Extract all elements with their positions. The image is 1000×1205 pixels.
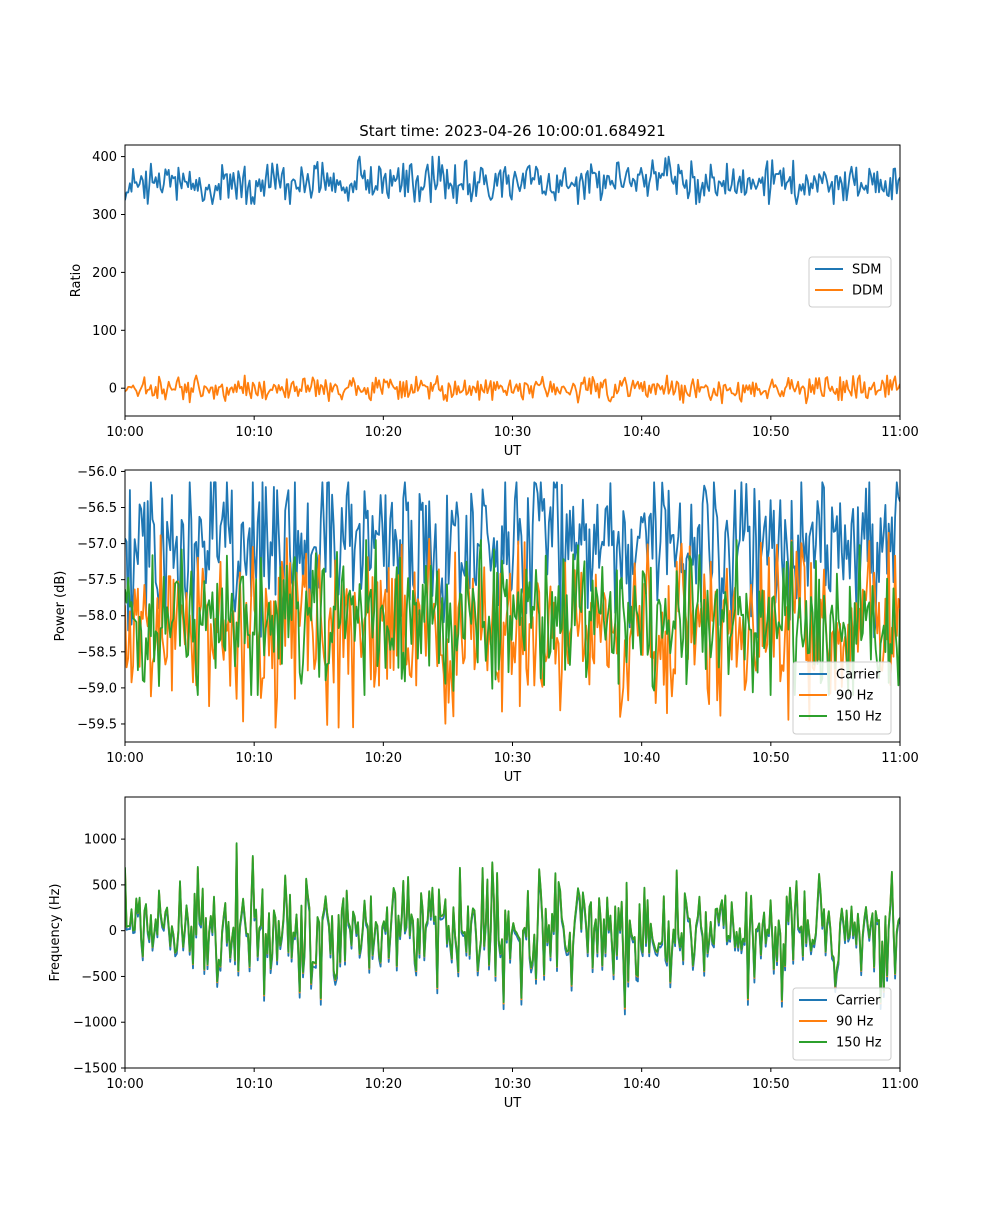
y-tick-label: 200	[92, 266, 117, 281]
x-tick-label: 10:00	[106, 1077, 143, 1092]
x-axis-label: UT	[504, 770, 522, 785]
x-tick-label: 10:40	[623, 751, 660, 766]
x-tick-label: 10:10	[235, 751, 272, 766]
y-tick-label: −59.5	[77, 717, 117, 732]
y-tick-label: −1500	[73, 1062, 117, 1077]
x-tick-label: 11:00	[881, 751, 918, 766]
x-tick-label: 10:10	[235, 1077, 272, 1092]
legend-label: DDM	[852, 284, 883, 299]
legend: Carrier 90 Hz 150 Hz	[792, 661, 892, 735]
x-tick-label: 10:00	[106, 425, 143, 440]
legend-label: 150 Hz	[836, 710, 882, 725]
series-line-carrier	[125, 481, 900, 639]
x-tick-label: 11:00	[881, 425, 918, 440]
legend-label: SDM	[852, 263, 881, 278]
y-tick-label: 300	[92, 208, 117, 223]
x-tick-label: 11:00	[881, 1077, 918, 1092]
y-tick-label: 400	[92, 150, 117, 165]
chart-panel-1: 10:00 10:10 10:20 10:30 10:40 10:50 11:00 0 100 2…	[69, 122, 919, 459]
y-tick-label: −58.0	[77, 609, 117, 624]
x-tick-label: 10:20	[365, 751, 402, 766]
legend-label: 90 Hz	[836, 689, 873, 704]
legend: Carrier 90 Hz 150 Hz	[792, 987, 892, 1061]
chart-panel-2: 10:00 10:10 10:20 10:30 10:40 10:50 11:00 −59.5…	[53, 465, 919, 785]
series-line-ddm	[125, 374, 900, 405]
y-tick-label: −56.5	[77, 501, 117, 516]
series-line-150-hz	[125, 842, 900, 1008]
y-tick-label: 500	[92, 878, 117, 893]
x-axis-label: UT	[504, 444, 522, 459]
x-tick-label: 10:40	[623, 425, 660, 440]
y-tick-label: 1000	[84, 833, 117, 848]
series-line-150-hz	[125, 539, 900, 696]
y-axis-label: Power (dB)	[53, 571, 68, 642]
x-tick-label: 10:50	[752, 751, 789, 766]
y-axis-label: Ratio	[69, 264, 84, 297]
y-tick-label: −56.0	[77, 465, 117, 480]
y-axis-label: Frequency (Hz)	[48, 883, 63, 981]
y-tick-label: 100	[92, 324, 117, 339]
y-tick-label: −59.0	[77, 681, 117, 696]
legend-label: Carrier	[836, 668, 881, 683]
legend-label: Carrier	[836, 994, 881, 1009]
legend: SDM DDM	[808, 256, 892, 308]
x-tick-label: 10:00	[106, 751, 143, 766]
x-axis-label: UT	[504, 1096, 522, 1111]
x-tick-label: 10:30	[494, 425, 531, 440]
y-tick-label: −500	[81, 970, 117, 985]
y-tick-label: 0	[109, 382, 117, 397]
x-tick-label: 10:50	[752, 1077, 789, 1092]
x-tick-label: 10:30	[494, 1077, 531, 1092]
x-tick-label: 10:30	[494, 751, 531, 766]
x-tick-label: 10:40	[623, 1077, 660, 1092]
x-tick-label: 10:10	[235, 425, 272, 440]
x-tick-label: 10:50	[752, 425, 789, 440]
y-tick-label: −58.5	[77, 645, 117, 660]
y-tick-label: −1000	[73, 1016, 117, 1031]
x-tick-label: 10:20	[365, 1077, 402, 1092]
legend-label: 90 Hz	[836, 1015, 873, 1030]
legend-label: 150 Hz	[836, 1036, 882, 1051]
y-tick-label: 0	[109, 924, 117, 939]
y-tick-label: −57.0	[77, 537, 117, 552]
y-tick-label: −57.5	[77, 573, 117, 588]
chart-title: Start time: 2023-04-26 10:00:01.684921	[359, 122, 665, 140]
chart-panel-3: 10:00 10:10 10:20 10:30 10:40 10:50 11:00 −1500…	[48, 796, 919, 1111]
x-tick-label: 10:20	[365, 425, 402, 440]
series-line-sdm	[125, 155, 900, 206]
